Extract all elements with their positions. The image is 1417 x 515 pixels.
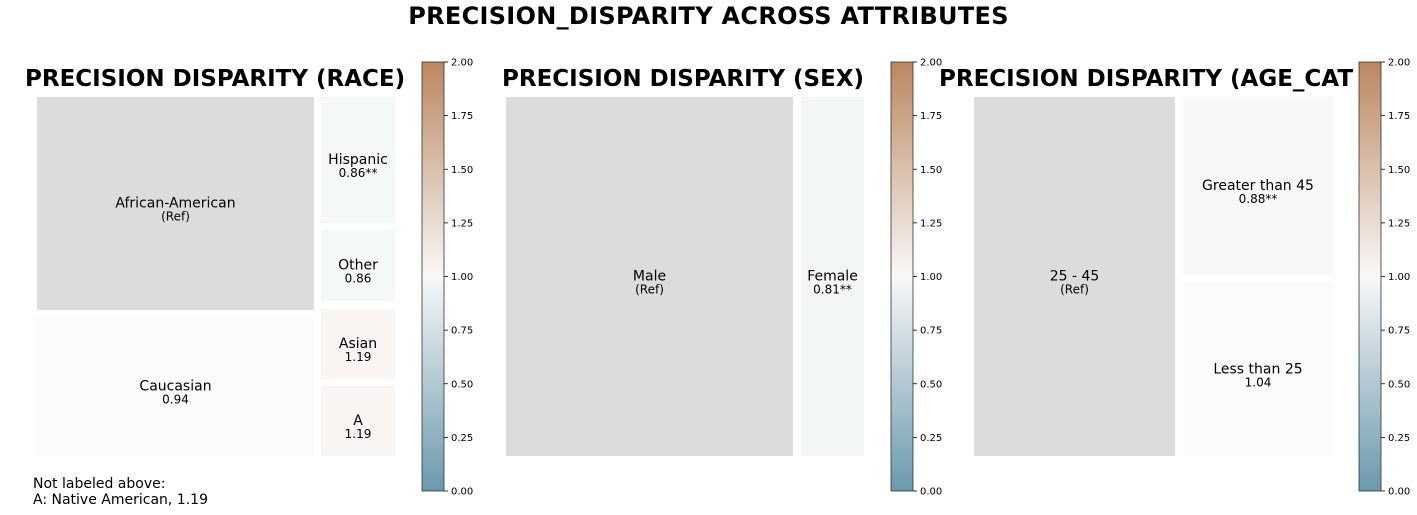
tile-caucasian	[37, 317, 314, 456]
tile-label: 25 - 45	[1050, 269, 1100, 285]
colorbar-tick-label: 1.75	[1388, 111, 1410, 122]
tile-value-label: 1.19	[345, 427, 372, 441]
colorbar-tick-label: 1.50	[451, 165, 473, 176]
colorbar-tick-label: 1.50	[1388, 165, 1410, 176]
tile-label: Other	[338, 258, 378, 274]
colorbar-gradient	[422, 62, 444, 491]
tile-label: Caucasian	[139, 379, 211, 395]
colorbar-tick-label: 2.00	[451, 58, 473, 69]
colorbar-tick-label: 0.25	[920, 433, 942, 444]
tile-label: Hispanic	[328, 152, 388, 168]
colorbar-tick-label: 1.75	[920, 111, 942, 122]
colorbar-0: 0.00 0.25 0.50 0.75 1.00 1.25 1.50 1.75 2.00	[421, 58, 473, 498]
colorbar-1: 0.00 0.25 0.50 0.75 1.00 1.25 1.50 1.75 2.00	[890, 58, 942, 498]
tile-25-45	[974, 97, 1175, 456]
tile-label: Greater than 45	[1202, 178, 1314, 194]
tile-a	[321, 386, 395, 456]
tile-value-label: 0.86**	[339, 166, 378, 180]
tile-value-label: (Ref)	[1060, 283, 1089, 297]
tile-asian	[321, 309, 395, 379]
figure-title: PRECISION_DISPARITY ACROSS ATTRIBUTES	[408, 2, 1009, 30]
colorbar-tick-label: 0.50	[1388, 379, 1410, 390]
tile-female	[801, 97, 864, 456]
colorbar-tick-label: 1.75	[451, 111, 473, 122]
colorbar-tick-label: 0.25	[451, 433, 473, 444]
tile-label: Less than 25	[1213, 362, 1302, 378]
tile-male	[506, 97, 793, 456]
colorbar-tick-label: 0.00	[1388, 487, 1410, 498]
tile-african-american	[37, 97, 314, 310]
colorbar-tick-label: 1.00	[451, 272, 473, 283]
colorbar-tick-label: 2.00	[1388, 58, 1410, 69]
colorbar-tick-label: 1.00	[920, 272, 942, 283]
colorbar-tick-label: 1.25	[451, 218, 473, 229]
tile-label: A	[353, 413, 363, 429]
tile-label: Male	[633, 269, 666, 285]
note-line-1: Not labeled above:	[33, 476, 166, 492]
tile-value-label: 1.19	[345, 350, 372, 364]
tile-value-label: 1.04	[1245, 376, 1272, 390]
colorbar-tick-label: 0.75	[451, 326, 473, 337]
panel-title-age: PRECISION DISPARITY (AGE_CAT	[939, 66, 1354, 92]
tile-value-label: (Ref)	[635, 283, 664, 297]
colorbar-tick-label: 2.00	[920, 58, 942, 69]
tile-value-label: 0.88**	[1239, 192, 1278, 206]
tile-hispanic	[321, 97, 395, 223]
tile-less-than-25	[1183, 283, 1333, 456]
panel-title-sex: PRECISION DISPARITY (SEX)	[502, 66, 865, 92]
colorbar-gradient	[1359, 62, 1381, 491]
colorbar-tick-label: 1.25	[1388, 218, 1410, 229]
tile-label: Female	[807, 269, 858, 285]
colorbar-tick-label: 1.00	[1388, 272, 1410, 283]
tile-value-label: (Ref)	[161, 210, 190, 224]
tile-label: African-American	[115, 196, 235, 212]
treemap-panel-2: 25 - 45(Ref) Greater than 450.88** Less th…	[974, 97, 1333, 456]
colorbar-tick-label: 0.25	[1388, 433, 1410, 444]
note-line-2: A: Native American, 1.19	[33, 492, 208, 508]
tile-label: Asian	[339, 336, 377, 352]
colorbar-tick-label: 0.75	[920, 326, 942, 337]
tile-other	[321, 230, 395, 301]
colorbar-tick-label: 0.75	[1388, 326, 1410, 337]
tile-value-label: 0.94	[162, 393, 189, 407]
colorbar-2: 0.00 0.25 0.50 0.75 1.00 1.25 1.50 1.75 2.00	[1358, 58, 1410, 498]
colorbar-tick-label: 0.00	[451, 487, 473, 498]
colorbar-tick-label: 0.50	[920, 379, 942, 390]
colorbar-gradient	[891, 62, 913, 491]
colorbar-tick-label: 1.25	[920, 218, 942, 229]
tile-value-label: 0.86	[345, 272, 372, 286]
colorbar-tick-label: 0.50	[451, 379, 473, 390]
panel-title-race: PRECISION DISPARITY (RACE)	[25, 66, 406, 92]
colorbar-tick-label: 1.50	[920, 165, 942, 176]
colorbar-tick-label: 0.00	[920, 487, 942, 498]
tile-greater-than-45	[1183, 97, 1333, 275]
tile-value-label: 0.81**	[813, 283, 852, 297]
